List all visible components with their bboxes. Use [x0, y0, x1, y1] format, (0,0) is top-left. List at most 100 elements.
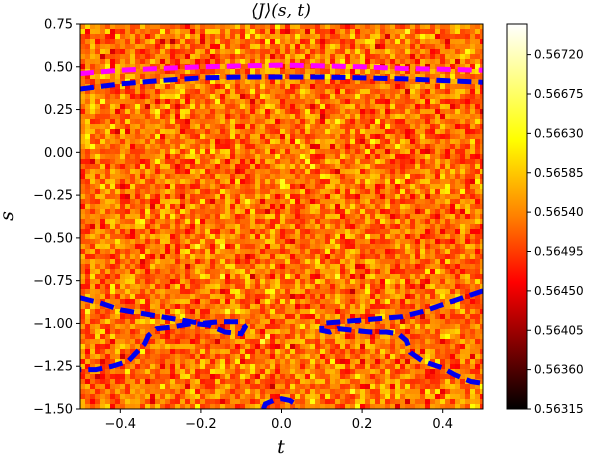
heatmap-cell	[425, 269, 431, 275]
heatmap-cell	[230, 89, 236, 95]
heatmap-cell	[145, 324, 151, 330]
heatmap-cell	[205, 44, 211, 50]
heatmap-cell	[365, 44, 371, 50]
heatmap-cell	[180, 219, 186, 225]
heatmap-cell	[135, 164, 141, 170]
heatmap-cell	[385, 174, 391, 180]
heatmap-cell	[230, 314, 236, 320]
heatmap-cell	[455, 279, 461, 285]
heatmap-cell	[170, 174, 176, 180]
heatmap-cell	[195, 249, 201, 255]
heatmap-cell	[380, 184, 386, 190]
heatmap-cell	[180, 294, 186, 300]
heatmap-cell	[425, 239, 431, 245]
heatmap-cell	[95, 29, 101, 35]
heatmap-cell	[265, 299, 271, 305]
heatmap-cell	[135, 94, 141, 100]
heatmap-cell	[175, 184, 181, 190]
heatmap-cell	[455, 114, 461, 120]
heatmap-cell	[355, 134, 361, 140]
heatmap-cell	[210, 244, 216, 250]
heatmap-cell	[115, 169, 121, 175]
heatmap-cell	[280, 189, 286, 195]
heatmap-cell	[450, 74, 456, 80]
heatmap-cell	[410, 184, 416, 190]
heatmap-cell	[245, 44, 251, 50]
heatmap-cell	[130, 189, 136, 195]
heatmap-cell	[165, 289, 171, 295]
heatmap-cell	[475, 309, 481, 315]
heatmap-cell	[275, 229, 281, 235]
heatmap-cell	[440, 279, 446, 285]
heatmap-cell	[435, 114, 441, 120]
heatmap-cell	[240, 179, 246, 185]
heatmap-cell	[430, 244, 436, 250]
heatmap-cell	[345, 324, 351, 330]
heatmap-cell	[230, 144, 236, 150]
heatmap-cell	[90, 274, 96, 280]
heatmap-cell	[310, 104, 316, 110]
heatmap-cell	[90, 44, 96, 50]
heatmap-cell	[255, 44, 261, 50]
heatmap-cell	[135, 89, 141, 95]
heatmap-cell	[220, 169, 226, 175]
heatmap-cell	[465, 119, 471, 125]
heatmap-cell	[165, 329, 171, 335]
heatmap-cell	[255, 309, 261, 315]
heatmap-cell	[325, 174, 331, 180]
heatmap-cell	[110, 324, 116, 330]
heatmap-cell	[225, 129, 231, 135]
heatmap-cell	[95, 194, 101, 200]
heatmap-cell	[330, 279, 336, 285]
heatmap-cell	[435, 109, 441, 115]
heatmap-cell	[140, 189, 146, 195]
heatmap-cell	[395, 269, 401, 275]
heatmap-cell	[285, 119, 291, 125]
heatmap-cell	[350, 269, 356, 275]
heatmap-cell	[270, 114, 276, 120]
heatmap-cell	[135, 224, 141, 230]
heatmap-cell	[150, 274, 156, 280]
heatmap-cell	[90, 99, 96, 105]
heatmap-cell	[345, 94, 351, 100]
heatmap-cell	[245, 109, 251, 115]
heatmap-cell	[460, 249, 466, 255]
heatmap-cell	[240, 294, 246, 300]
heatmap-cell	[435, 264, 441, 270]
heatmap-cell	[155, 139, 161, 145]
heatmap-cell	[160, 234, 166, 240]
heatmap-cell	[450, 149, 456, 155]
heatmap-cell	[295, 204, 301, 210]
heatmap-cell	[90, 199, 96, 205]
heatmap-cell	[80, 309, 86, 315]
heatmap-cell	[315, 314, 321, 320]
heatmap-cell	[80, 39, 86, 45]
heatmap-cell	[100, 134, 106, 140]
heatmap-cell	[225, 144, 231, 150]
heatmap-cell	[280, 139, 286, 145]
heatmap-cell	[190, 244, 196, 250]
heatmap-cell	[355, 139, 361, 145]
heatmap-cell	[110, 49, 116, 55]
heatmap-cell	[85, 144, 91, 150]
heatmap-cell	[460, 169, 466, 175]
heatmap-cell	[435, 29, 441, 35]
heatmap-cell	[190, 24, 196, 30]
heatmap-cell	[265, 79, 271, 85]
heatmap-cell	[100, 129, 106, 135]
heatmap-cell	[250, 289, 256, 295]
heatmap-cell	[200, 84, 206, 90]
heatmap-cell	[330, 264, 336, 270]
heatmap-cell	[175, 234, 181, 240]
heatmap-cell	[470, 274, 476, 280]
heatmap-cell	[435, 309, 441, 315]
heatmap-cell	[315, 259, 321, 265]
heatmap-cell	[405, 289, 411, 295]
heatmap-cell	[345, 189, 351, 195]
heatmap-cell	[405, 84, 411, 90]
heatmap-cell	[475, 84, 481, 90]
heatmap-cell	[125, 229, 131, 235]
heatmap-cell	[320, 289, 326, 295]
heatmap-cell	[450, 39, 456, 45]
heatmap-cell	[330, 224, 336, 230]
